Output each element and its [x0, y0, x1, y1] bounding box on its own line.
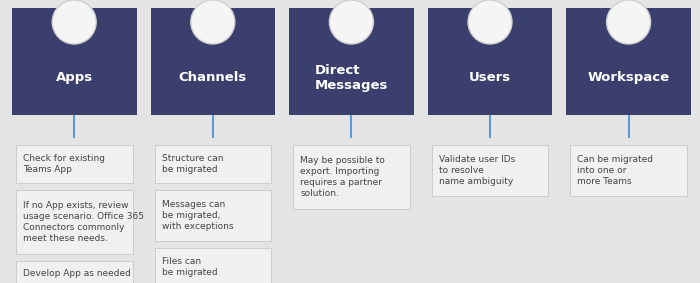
FancyBboxPatch shape [16, 145, 132, 183]
FancyBboxPatch shape [428, 8, 552, 115]
FancyBboxPatch shape [289, 8, 414, 115]
Text: Develop App as needed: Develop App as needed [23, 269, 131, 278]
Circle shape [468, 0, 512, 44]
Text: Files can
be migrated: Files can be migrated [162, 257, 217, 277]
FancyBboxPatch shape [155, 145, 271, 183]
FancyBboxPatch shape [150, 8, 275, 115]
Text: Validate user IDs
to resolve
name ambiguity: Validate user IDs to resolve name ambigu… [439, 155, 515, 186]
Text: Messages can
be migrated,
with exceptions: Messages can be migrated, with exception… [162, 200, 233, 231]
Text: Can be migrated
into one or
more Teams: Can be migrated into one or more Teams [578, 155, 653, 186]
FancyBboxPatch shape [16, 261, 132, 283]
Text: Workspace: Workspace [587, 71, 670, 84]
Text: May be possible to
export. Importing
requires a partner
solution.: May be possible to export. Importing req… [300, 156, 385, 198]
FancyBboxPatch shape [16, 190, 132, 254]
Circle shape [52, 0, 96, 44]
FancyBboxPatch shape [432, 145, 548, 196]
FancyBboxPatch shape [155, 190, 271, 241]
FancyBboxPatch shape [155, 248, 271, 283]
Circle shape [607, 0, 650, 44]
FancyBboxPatch shape [12, 8, 136, 115]
Text: Channels: Channels [178, 71, 247, 84]
Text: If no App exists, review
usage scenario. Office 365
Connectors commonly
meet the: If no App exists, review usage scenario.… [23, 201, 144, 243]
FancyBboxPatch shape [293, 145, 410, 209]
Circle shape [330, 0, 373, 44]
Text: Direct
Messages: Direct Messages [315, 64, 388, 91]
FancyBboxPatch shape [566, 8, 691, 115]
Text: Structure can
be migrated: Structure can be migrated [162, 154, 223, 174]
FancyBboxPatch shape [570, 145, 687, 196]
Circle shape [191, 0, 235, 44]
Text: Apps: Apps [55, 71, 93, 84]
Text: Users: Users [469, 71, 511, 84]
Text: Check for existing
Teams App: Check for existing Teams App [23, 154, 105, 174]
